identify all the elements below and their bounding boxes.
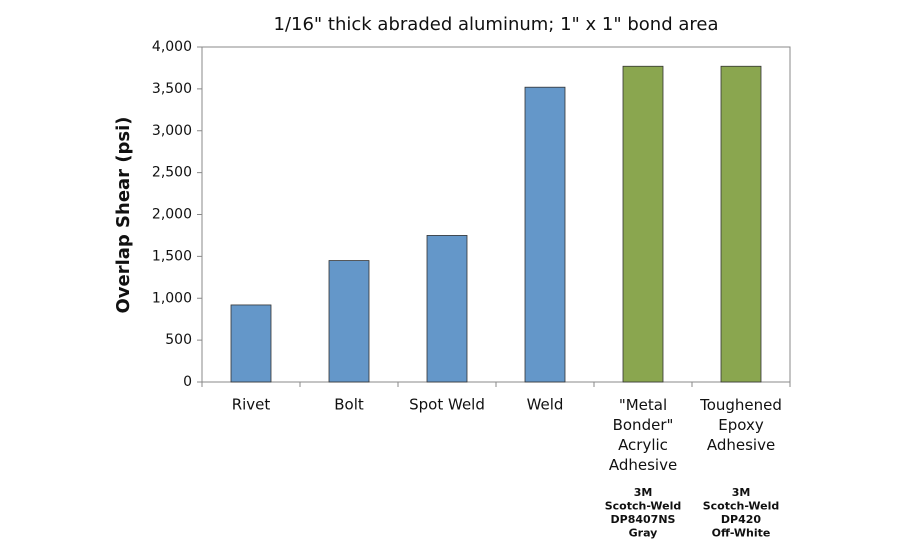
- bar: [426, 235, 468, 383]
- y-tick-label: 1,500: [152, 248, 192, 264]
- y-axis-label: Overlap Shear (psi): [113, 116, 134, 313]
- bar: [720, 65, 762, 383]
- y-tick-label: 4,000: [152, 39, 192, 55]
- x-tick-label: Bolt: [334, 396, 364, 414]
- x-tick-label: Weld: [527, 396, 564, 414]
- plot-frame: [201, 46, 791, 383]
- x-tick-label: "Metal Bonder" Acrylic Adhesive: [609, 396, 677, 474]
- chart-title: 1/16" thick abraded aluminum; 1" x 1" bo…: [274, 14, 719, 35]
- x-tick-label: Rivet: [232, 396, 271, 414]
- bar: [622, 65, 664, 383]
- y-tick-label: 500: [165, 332, 192, 348]
- y-tick-label: 3,500: [152, 81, 192, 97]
- bar: [328, 260, 370, 383]
- y-tick-label: 2,000: [152, 207, 192, 223]
- y-tick-label: 3,000: [152, 123, 192, 139]
- x-tick-label: Toughened Epoxy Adhesive: [699, 396, 782, 454]
- bar: [230, 304, 272, 383]
- y-tick-label: 1,000: [152, 290, 192, 306]
- bar: [524, 86, 566, 383]
- y-tick-label: 0: [183, 374, 192, 390]
- x-tick-label: Spot Weld: [409, 396, 485, 414]
- product-note: 3M Scotch-Weld DP8407NS Gray: [605, 486, 682, 540]
- product-note: 3M Scotch-Weld DP420 Off-White: [703, 486, 780, 540]
- y-tick-label: 2,500: [152, 165, 192, 181]
